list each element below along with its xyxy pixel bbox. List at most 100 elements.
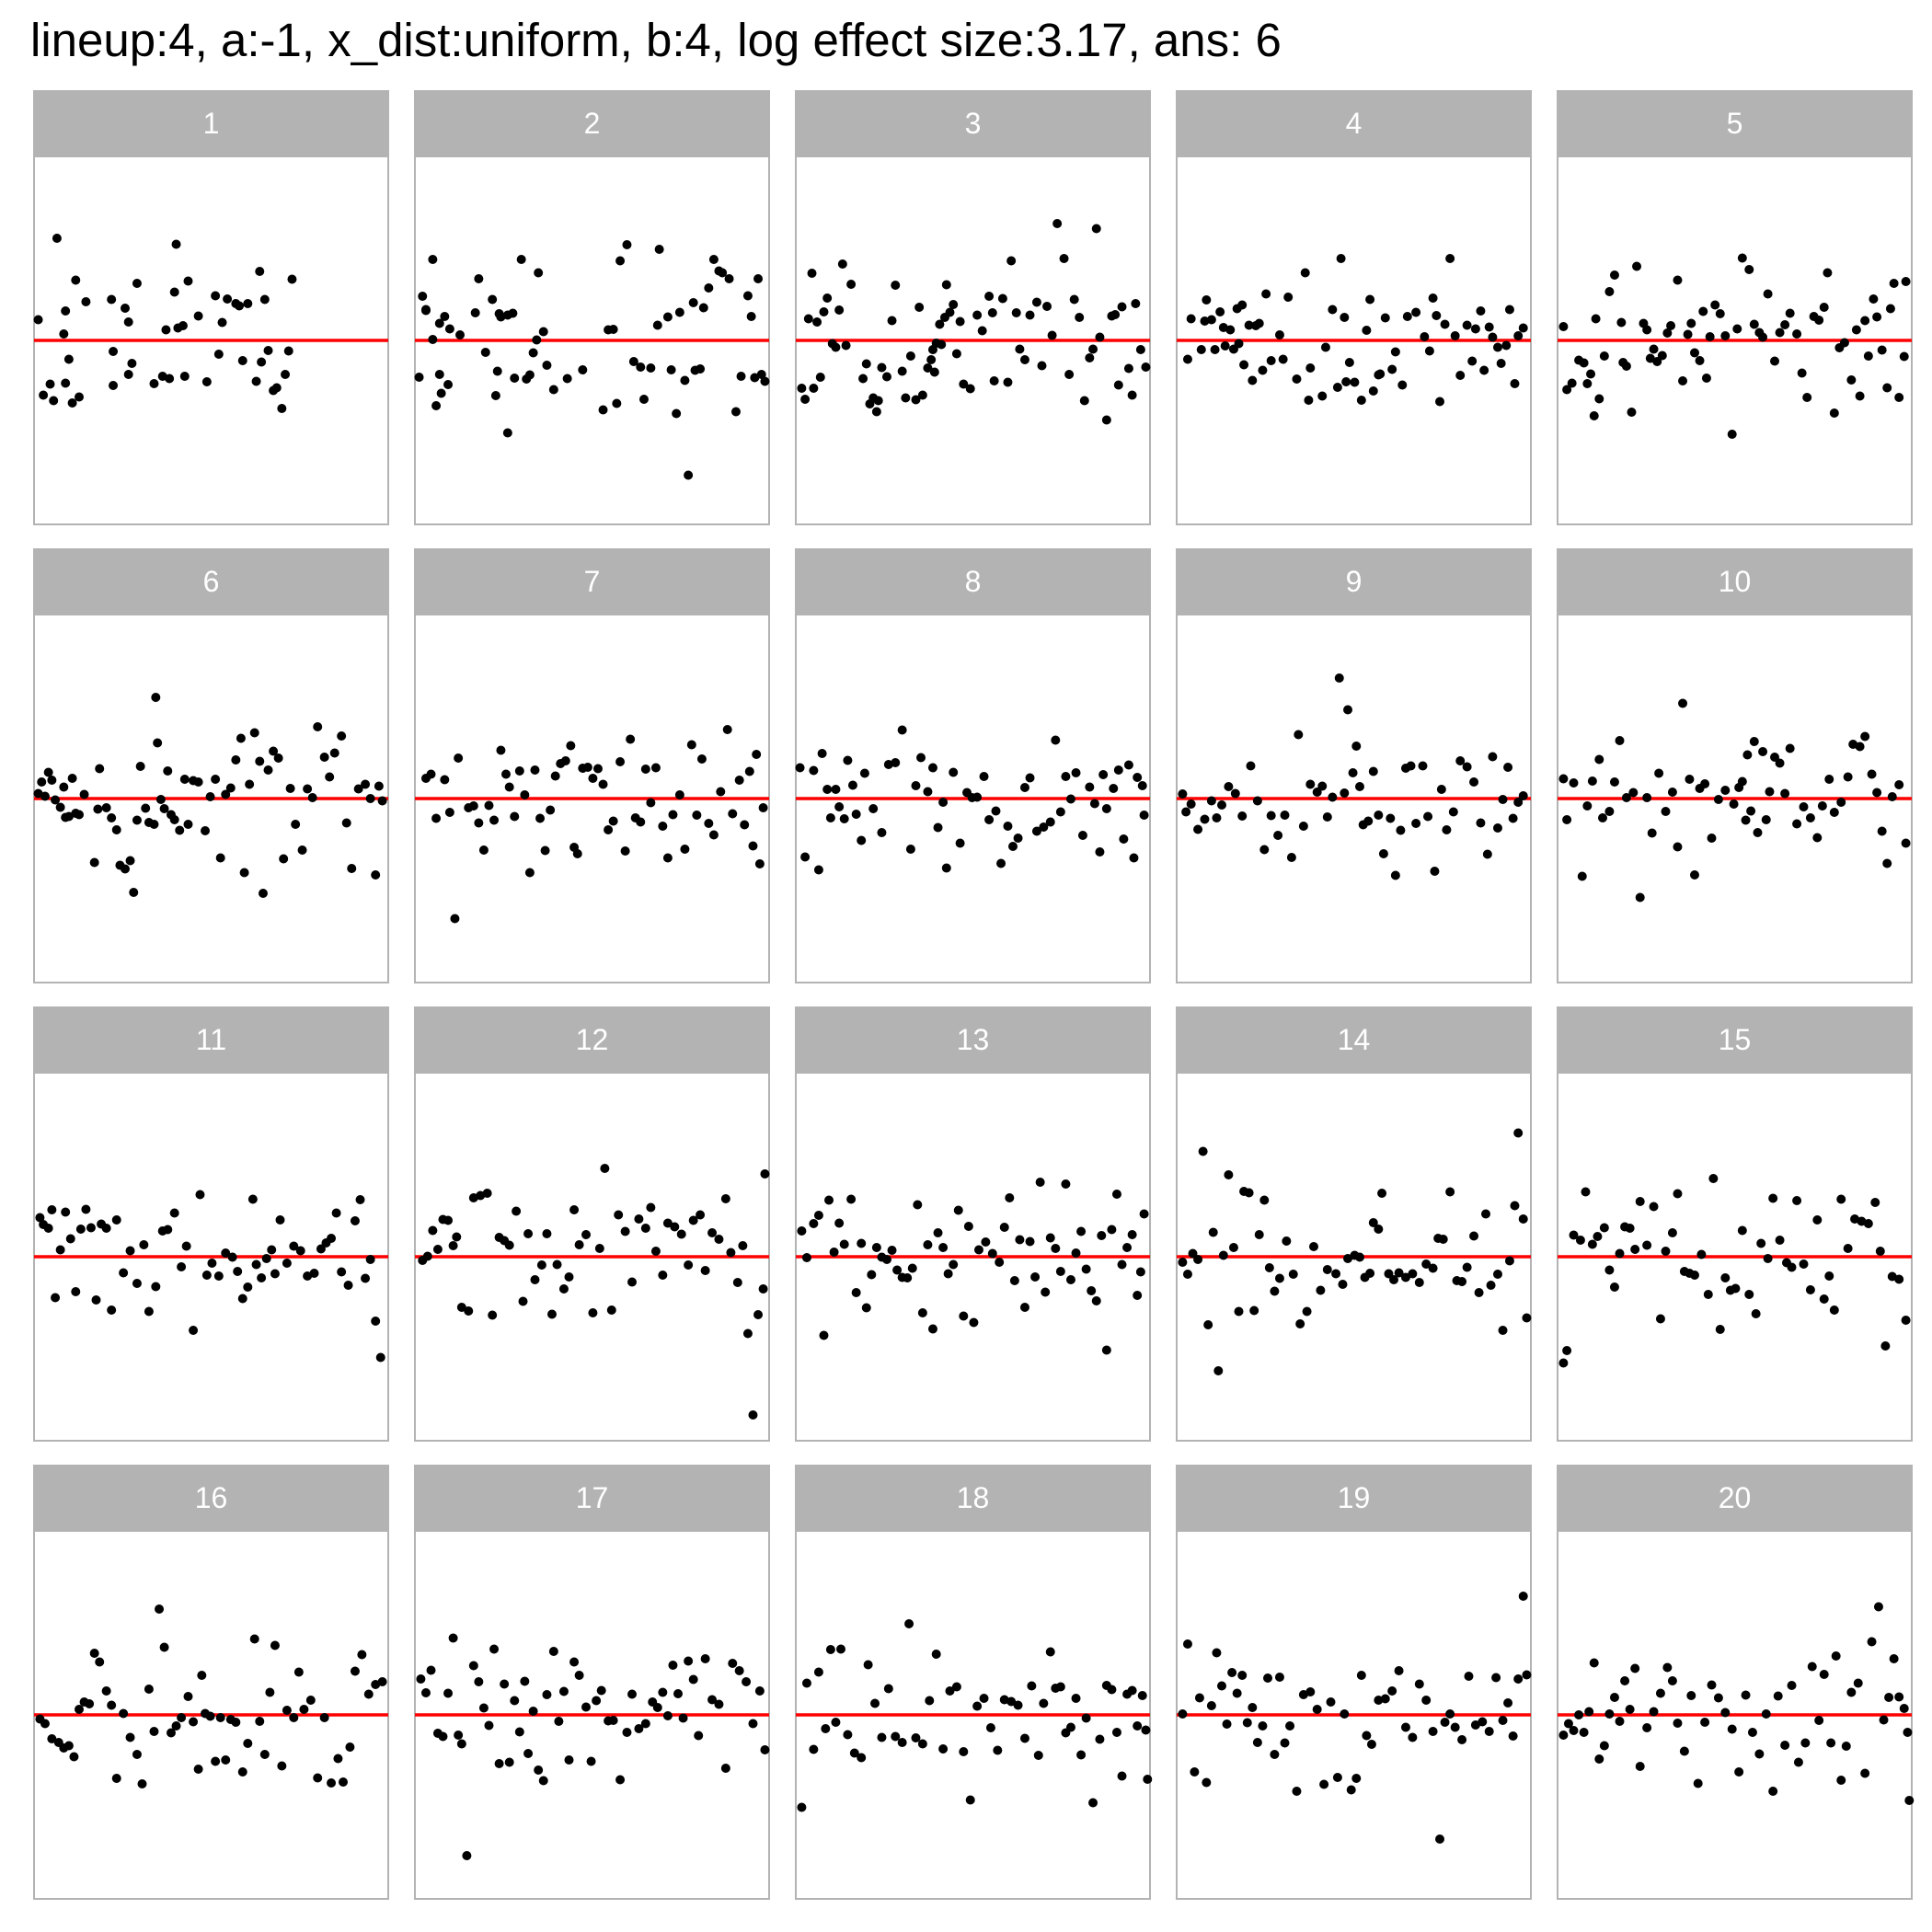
- data-point: [535, 813, 546, 823]
- data-point: [1351, 742, 1362, 751]
- data-point: [1741, 815, 1751, 825]
- data-point: [604, 825, 614, 834]
- data-point: [829, 1248, 839, 1257]
- data-point: [574, 1240, 584, 1249]
- data-point: [564, 1755, 574, 1765]
- data-point: [1628, 788, 1639, 798]
- data-point: [696, 754, 707, 764]
- data-point: [325, 772, 335, 782]
- data-point: [1773, 1691, 1783, 1701]
- data-point: [279, 854, 289, 864]
- data-point: [923, 363, 933, 373]
- data-point: [514, 1727, 524, 1737]
- data-point: [1133, 773, 1143, 782]
- data-point: [271, 383, 282, 393]
- panel-strip: [1557, 90, 1913, 156]
- panel: 4: [1176, 90, 1532, 525]
- data-point: [1368, 766, 1378, 776]
- data-point: [572, 849, 582, 858]
- data-point: [730, 407, 741, 417]
- data-point: [897, 1738, 907, 1747]
- data-point: [1305, 363, 1316, 373]
- data-point: [652, 1703, 662, 1712]
- data-point: [175, 825, 185, 835]
- data-point: [207, 1259, 217, 1268]
- data-point: [1843, 772, 1853, 782]
- data-point: [1341, 377, 1351, 386]
- data-point: [809, 1219, 819, 1228]
- data-point: [270, 1640, 280, 1650]
- data-point: [1254, 318, 1264, 328]
- data-point: [1200, 316, 1210, 326]
- data-point: [1045, 1647, 1055, 1657]
- data-point: [1266, 356, 1276, 365]
- data-point: [1575, 1236, 1585, 1245]
- data-point: [825, 1645, 835, 1654]
- data-point: [1625, 1705, 1635, 1714]
- data-point: [1411, 307, 1421, 317]
- data-point: [905, 845, 915, 854]
- data-point: [622, 1728, 632, 1737]
- data-point: [119, 1708, 129, 1719]
- data-point: [1259, 845, 1270, 855]
- data-point: [109, 381, 119, 390]
- data-point: [1620, 1676, 1630, 1685]
- data-point: [237, 1767, 247, 1777]
- data-point: [548, 385, 558, 395]
- data-point: [1510, 1201, 1520, 1211]
- data-point: [329, 748, 339, 758]
- data-point: [917, 390, 927, 400]
- data-point: [1814, 316, 1824, 325]
- data-point: [813, 865, 823, 875]
- data-point: [917, 1308, 927, 1317]
- data-point: [707, 1228, 718, 1237]
- data-point: [672, 408, 682, 419]
- data-point: [1594, 754, 1604, 765]
- data-point: [420, 305, 431, 316]
- data-point: [523, 1229, 534, 1238]
- data-point: [1135, 1267, 1145, 1277]
- data-point: [434, 318, 444, 328]
- data-point: [1212, 813, 1222, 822]
- data-point: [720, 1194, 730, 1203]
- data-point: [1749, 319, 1759, 329]
- data-point: [1635, 892, 1645, 903]
- data-point: [135, 762, 145, 771]
- data-point: [40, 791, 50, 801]
- data-point: [674, 307, 684, 317]
- data-point: [1203, 1320, 1213, 1329]
- data-point: [1232, 1688, 1242, 1698]
- data-point: [211, 291, 221, 301]
- data-point: [615, 1775, 626, 1785]
- data-point: [1486, 1281, 1496, 1290]
- data-point: [361, 779, 371, 789]
- data-point: [237, 1294, 247, 1304]
- data-point: [1642, 325, 1652, 335]
- data-point: [1756, 1238, 1766, 1248]
- data-point: [1065, 1722, 1075, 1732]
- data-point: [1775, 328, 1785, 338]
- data-point: [269, 746, 279, 756]
- data-point: [965, 384, 975, 394]
- data-point: [734, 1666, 744, 1675]
- data-point: [193, 311, 203, 321]
- data-point: [125, 1246, 135, 1256]
- data-point: [1662, 328, 1673, 338]
- data-point: [1597, 813, 1607, 822]
- data-point: [63, 354, 74, 364]
- data-point: [857, 1753, 867, 1763]
- data-point: [316, 1244, 326, 1254]
- data-point: [1737, 1225, 1747, 1236]
- panel-label: 20: [1719, 1481, 1752, 1514]
- data-point: [1087, 1286, 1097, 1295]
- data-point: [1518, 1214, 1528, 1224]
- data-point: [1101, 1345, 1111, 1355]
- data-point: [1095, 847, 1105, 857]
- data-point: [1763, 289, 1773, 299]
- data-point: [267, 1245, 277, 1255]
- data-point: [443, 380, 454, 389]
- data-point: [1604, 287, 1615, 296]
- data-point: [129, 888, 139, 897]
- data-point: [1667, 1228, 1677, 1237]
- data-point: [281, 370, 291, 379]
